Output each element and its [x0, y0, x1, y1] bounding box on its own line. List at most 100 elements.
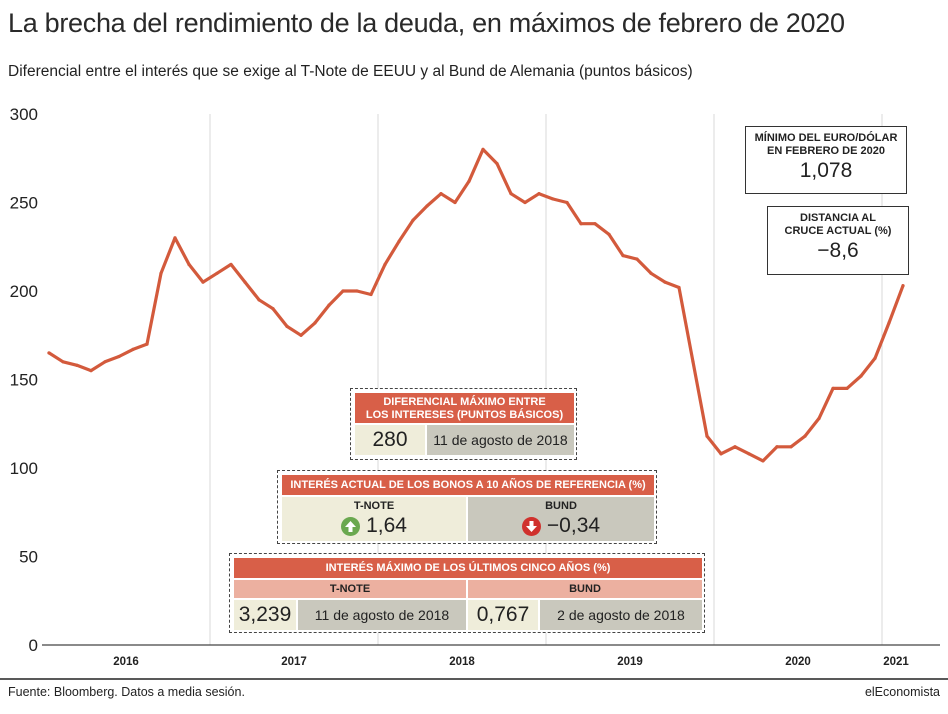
max-5y-bund-value: 0,767: [468, 600, 538, 630]
data-point: [621, 254, 625, 258]
data-point: [397, 239, 401, 244]
current-tnote-value: 1,64: [366, 514, 407, 537]
max-diff-value: 280: [355, 425, 425, 455]
data-point: [635, 257, 639, 261]
data-point: [579, 222, 583, 226]
axis-layer: 0 50 100 150 200 250 300 2016 2017 2018 2019 2020 20…: [0, 105, 948, 680]
min-euro-value: 1,078: [799, 159, 853, 182]
data-point: [61, 360, 65, 364]
data-point: [873, 356, 877, 360]
data-point: [691, 360, 695, 364]
current-bund-cell: BUND −0,34: [468, 497, 654, 541]
data-point: [495, 161, 499, 166]
min-euro-box: MÍNIMO DEL EURO/DÓLAR EN FEBRERO DE 2020…: [745, 126, 907, 194]
data-point: [523, 200, 527, 205]
source-note: Fuente: Bloomberg. Datos a media sesión.: [8, 685, 245, 699]
data-point: [831, 386, 835, 390]
max-5y-box: INTERÉS MÁXIMO DE LOS ÚLTIMOS CINCO AÑOS…: [229, 553, 705, 633]
data-point: [215, 271, 219, 275]
data-point: [761, 459, 765, 463]
data-point: [75, 363, 79, 367]
data-point: [89, 369, 93, 373]
data-point: [327, 303, 331, 307]
chart-subtitle: Diferencial entre el interés que se exig…: [8, 63, 693, 80]
data-point: [341, 289, 345, 293]
data-point: [747, 452, 751, 456]
x-tick-label: 2021: [883, 656, 909, 668]
data-point: [719, 452, 723, 456]
current-bund-value: −0,34: [546, 514, 601, 537]
data-point: [187, 262, 191, 267]
y-tick-label: 150: [10, 371, 38, 390]
data-point: [565, 200, 569, 205]
data-point: [859, 374, 863, 378]
data-point: [299, 333, 303, 337]
distance-title-2: CRUCE ACTUAL (%): [784, 225, 892, 237]
data-point: [369, 292, 373, 297]
data-point: [313, 321, 317, 325]
data-point: [649, 271, 653, 275]
data-point: [551, 197, 555, 201]
max-5y-bund-date: 2 de agosto de 2018: [540, 600, 702, 630]
max-diff-header: DIFERENCIAL MÁXIMO ENTRE LOS INTERESES (…: [355, 393, 574, 423]
data-point: [383, 262, 387, 267]
x-tick-label: 2020: [785, 656, 811, 668]
data-point: [355, 289, 359, 293]
max-diff-box: DIFERENCIAL MÁXIMO ENTRE LOS INTERESES (…: [350, 388, 577, 460]
data-point: [47, 351, 51, 355]
data-point: [425, 204, 429, 208]
data-point: [131, 347, 135, 352]
max-5y-tnote-date: 11 de agosto de 2018: [298, 600, 466, 630]
data-point: [159, 271, 163, 275]
data-point: [705, 434, 709, 438]
x-tick-label: 2018: [449, 656, 475, 668]
max-5y-tnote-label: T-NOTE: [234, 580, 466, 598]
data-point: [901, 284, 905, 288]
max-5y-tnote-value: 3,239: [234, 600, 296, 630]
data-point: [803, 434, 807, 438]
data-point: [453, 200, 457, 205]
data-point: [677, 285, 681, 290]
current-bund-label: BUND: [545, 500, 577, 512]
max-5y-bund-label: BUND: [468, 580, 702, 598]
y-tick-label: 250: [10, 194, 38, 213]
data-point: [817, 416, 821, 421]
max-5y-header: INTERÉS MÁXIMO DE LOS ÚLTIMOS CINCO AÑOS…: [234, 558, 702, 578]
data-point: [607, 232, 611, 236]
x-tick-label: 2017: [281, 656, 307, 668]
distance-title-1: DISTANCIA AL: [800, 212, 876, 224]
data-point: [411, 218, 415, 222]
min-euro-title-2: EN FEBRERO DE 2020: [767, 145, 885, 157]
x-tick-label: 2016: [113, 656, 139, 668]
data-point: [481, 147, 485, 151]
data-point: [467, 179, 471, 183]
current-rates-box: INTERÉS ACTUAL DE LOS BONOS A 10 AÑOS DE…: [277, 470, 657, 544]
chart-title: La brecha del rendimiento de la deuda, e…: [8, 8, 845, 38]
distance-box: DISTANCIA AL CRUCE ACTUAL (%) −8,6: [767, 206, 909, 275]
y-tick-label: 50: [19, 548, 38, 567]
min-euro-title-1: MÍNIMO DEL EURO/DÓLAR: [754, 132, 898, 144]
data-point: [509, 192, 513, 196]
data-point: [663, 280, 667, 284]
distance-value: −8,6: [817, 239, 859, 262]
data-point: [257, 298, 261, 302]
data-point: [775, 445, 779, 449]
data-point: [887, 321, 891, 325]
data-point: [789, 445, 793, 449]
data-point: [243, 280, 247, 284]
y-tick-label: 200: [10, 282, 38, 301]
y-tick-label: 300: [10, 105, 38, 124]
current-rates-header: INTERÉS ACTUAL DE LOS BONOS A 10 AÑOS DE…: [282, 475, 654, 495]
data-point: [733, 445, 737, 449]
data-point: [201, 280, 205, 284]
y-tick-label: 100: [10, 459, 38, 478]
brand-name: elEconomista: [864, 685, 940, 699]
max-diff-title-2: LOS INTERESES (PUNTOS BÁSICOS): [365, 409, 564, 421]
data-point: [229, 262, 233, 267]
x-tick-label: 2019: [617, 656, 643, 668]
data-point: [593, 222, 597, 226]
max-diff-title-1: DIFERENCIAL MÁXIMO ENTRE: [383, 396, 546, 408]
arrow-up-icon: [341, 516, 361, 536]
arrow-down-icon: [521, 516, 541, 536]
data-point: [145, 342, 149, 346]
